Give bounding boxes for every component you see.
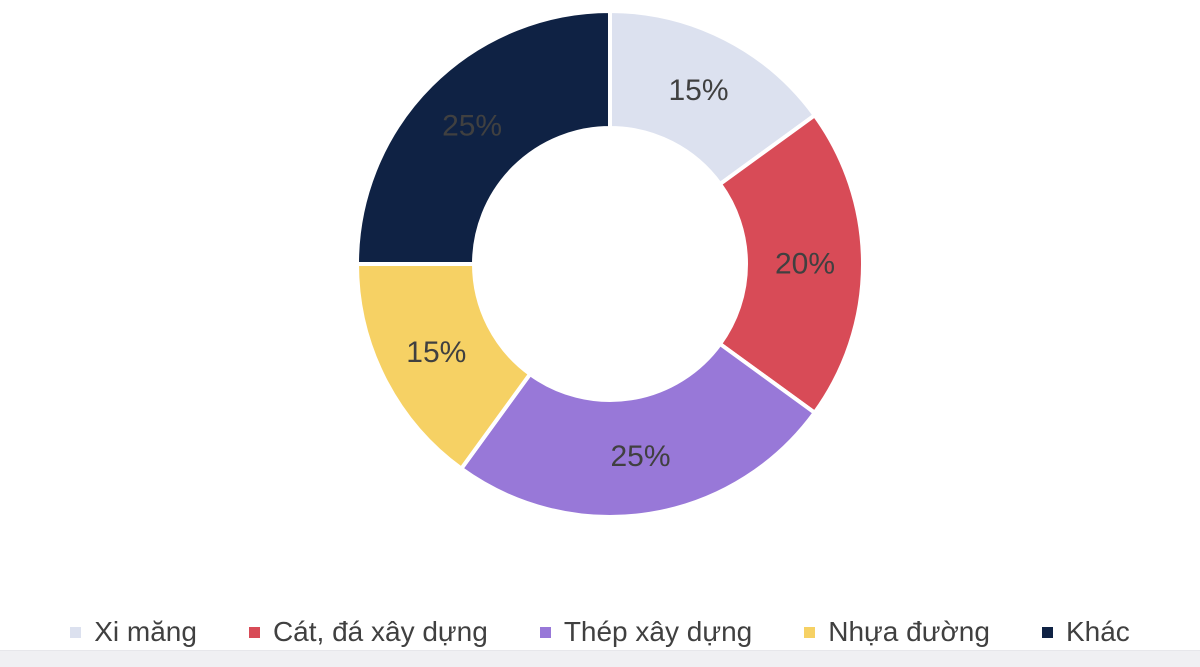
legend-label-xi-mang: Xi măng <box>94 616 197 647</box>
legend-swatch-xi-mang <box>70 626 82 638</box>
pie-slice-1 <box>718 113 865 415</box>
legend-label-khac: Khác <box>1065 616 1130 647</box>
legend-swatch-nhua-duong <box>804 626 816 638</box>
legend-item-khac: Khác <box>1041 616 1130 647</box>
slice-value-label-3: 15% <box>406 336 466 369</box>
legend-item-xi-mang: Xi măng <box>70 618 197 646</box>
legend-swatch-thep-xay-dung <box>539 626 551 638</box>
legend-swatch-cat-da-xay-dung <box>248 626 260 638</box>
donut-chart: 15% 20% 25% 15% 25% <box>355 9 865 519</box>
pie-slice-4 <box>355 9 612 266</box>
legend-label-thep-xay-dung: Thép xây dựng <box>563 616 753 647</box>
bottom-strip <box>0 650 1200 667</box>
slice-value-label-1: 20% <box>775 248 835 281</box>
legend-swatch-khac <box>1041 626 1053 638</box>
slice-value-label-2: 25% <box>610 440 670 473</box>
legend-label-nhua-duong: Nhựa đường <box>828 616 990 647</box>
chart-legend: Xi măng Cát, đá xây dựng Thép xây dựng N… <box>0 612 1200 652</box>
legend-item-thep-xay-dung: Thép xây dựng <box>539 616 753 647</box>
legend-label-cat-da-xay-dung: Cát, đá xây dựng <box>272 616 488 647</box>
slice-value-label-0: 15% <box>668 74 728 107</box>
slice-value-label-4: 25% <box>442 110 502 143</box>
legend-item-cat-da-xay-dung: Cát, đá xây dựng <box>248 616 488 647</box>
pie-slice-2 <box>459 341 817 519</box>
legend-item-nhua-duong: Nhựa đường <box>804 618 990 646</box>
